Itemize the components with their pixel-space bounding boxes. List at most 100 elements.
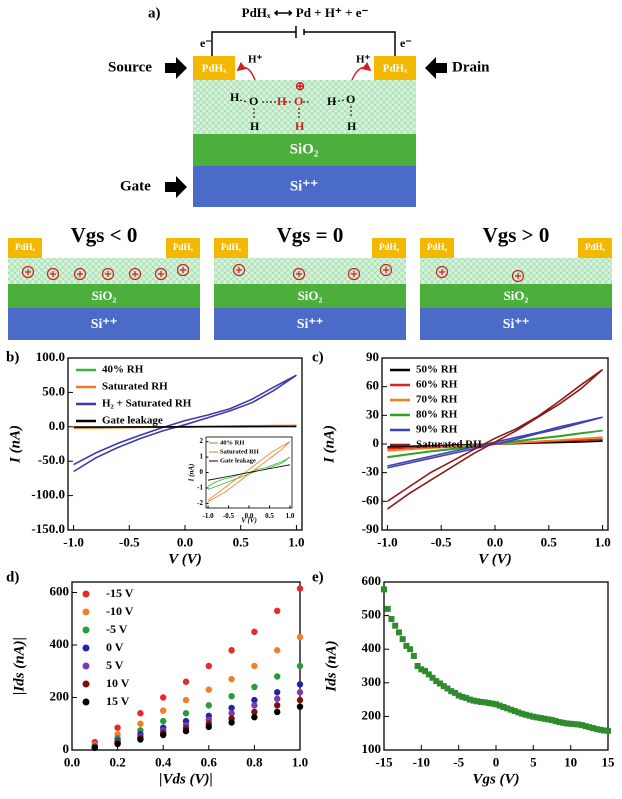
y-tick-label: -150.0	[31, 521, 65, 536]
point	[552, 718, 559, 725]
point	[228, 710, 235, 717]
point	[251, 713, 258, 721]
point	[251, 662, 258, 670]
proton-sign	[383, 267, 389, 273]
atom: H	[277, 94, 287, 108]
point	[593, 726, 600, 733]
point	[578, 722, 585, 729]
arrow	[165, 176, 187, 198]
point	[392, 622, 399, 629]
legend-swatch	[82, 590, 90, 598]
charts: -1.0 -0.5 0.0 0.5 1.0-150.0-100.0-50.00.050.…	[6, 349, 615, 787]
point	[251, 702, 258, 709]
contact	[166, 238, 200, 258]
x-tick-label: 0.4	[155, 755, 172, 770]
point	[437, 680, 443, 687]
contact-label: PdHₓ	[383, 63, 408, 75]
x-tick-label: 0	[493, 755, 500, 770]
atom: H	[250, 119, 260, 133]
point	[274, 702, 281, 709]
oxide-layer	[193, 134, 416, 166]
point	[556, 719, 563, 726]
point	[515, 709, 522, 716]
point	[563, 720, 570, 727]
point	[522, 711, 529, 718]
x-tick-label: 15	[602, 755, 616, 770]
panel-title: Vgs > 0	[483, 223, 550, 247]
proton-sign	[132, 271, 138, 277]
panel-label: e)	[312, 569, 324, 585]
legend-label: 5 V	[106, 658, 124, 672]
y-axis-label: I (nA)	[7, 425, 23, 464]
legend-swatch	[82, 626, 90, 634]
point	[296, 689, 304, 696]
y-axis-label: I (nA)	[321, 425, 337, 464]
legend-label: Saturated RH	[102, 381, 168, 393]
x-tick-label: 0.8	[246, 755, 263, 770]
panel-label: a)	[148, 5, 161, 21]
legend-label: 90% RH	[416, 424, 458, 436]
y-tick-label: 0.0	[49, 418, 65, 433]
y-tick-label: 200	[362, 707, 382, 722]
x-tick-label: 1.0	[288, 535, 304, 550]
oxide-layer	[8, 284, 200, 308]
contact	[193, 56, 235, 80]
y-tick-label: 600	[50, 583, 70, 598]
state-panels: PdHₓ PdHₓ Vgs < 0 SiO₂ Si⁺⁺ PdHₓ PdHₓ Vgs = 0 Si…	[8, 223, 612, 340]
x-tick-label: 5	[530, 755, 537, 770]
y-tick-label: -60	[362, 492, 379, 507]
proton-sign	[296, 271, 302, 277]
oxide-label: SiO₂	[92, 288, 117, 303]
panel-label: b)	[6, 349, 19, 365]
point	[228, 719, 235, 726]
y-tick-label: 400	[362, 640, 382, 655]
point	[228, 675, 235, 683]
point	[507, 706, 514, 713]
chart: -1.0 -0.5 0.0 0.5 1.0 -90 -60 -30 0 30 60 90 V (V) I …	[312, 349, 611, 567]
y-tick-label: -100.0	[31, 487, 65, 502]
y-tick-label: 50.0	[42, 383, 65, 398]
point	[182, 727, 190, 735]
proton	[101, 267, 115, 281]
point	[541, 715, 548, 722]
x-axis-label: V (V)	[168, 551, 201, 567]
y-tick-label: 2	[200, 437, 204, 445]
legend-label: 60% RH	[416, 379, 458, 391]
point	[182, 710, 190, 717]
contact	[420, 238, 454, 258]
electron: e⁻	[200, 36, 212, 50]
substrate-layer	[8, 308, 200, 340]
contact-label: PdHₓ	[379, 242, 400, 252]
substrate-label: Si⁺⁺	[91, 317, 117, 332]
point	[381, 586, 387, 593]
proton-sign	[25, 269, 31, 275]
point	[425, 671, 432, 678]
point	[114, 724, 121, 731]
point	[470, 697, 477, 704]
point	[296, 681, 304, 688]
substrate-label: Si⁺⁺	[297, 317, 323, 332]
point	[296, 696, 304, 704]
atom: H	[295, 119, 305, 133]
legend-label: 80% RH	[416, 409, 458, 421]
point	[526, 712, 533, 719]
y-tick-label: 500	[362, 607, 382, 622]
point	[205, 723, 212, 731]
y-tick-label: -50.0	[38, 452, 65, 467]
point	[500, 703, 507, 710]
point	[395, 629, 402, 636]
x-tick-label: 0.2	[109, 755, 125, 770]
x-axis-label: Vgs (V)	[472, 771, 519, 787]
point	[205, 662, 212, 670]
point	[448, 688, 455, 695]
proton	[21, 265, 35, 279]
panel-label: c)	[312, 349, 324, 365]
atom: O	[294, 94, 303, 108]
point	[274, 708, 281, 716]
point	[205, 702, 212, 709]
substrate-layer	[420, 308, 612, 340]
proton	[292, 267, 306, 281]
point	[399, 636, 406, 643]
point	[251, 683, 258, 691]
y-tick-label: -90	[362, 521, 379, 536]
